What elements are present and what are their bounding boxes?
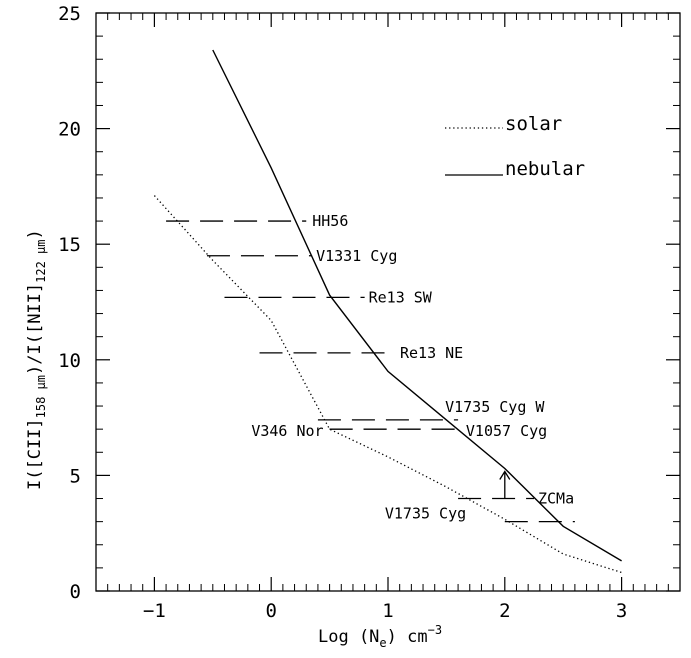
- x-tick-label: 1: [382, 600, 393, 622]
- x-tick-label: 0: [265, 600, 276, 622]
- axis-tick-labels: −1 0 1 2 3 0 5 10 15 20 25: [58, 3, 627, 622]
- series-nebular-line: [212, 49, 622, 562]
- y-axis-title-part1: I([CII]: [25, 418, 45, 490]
- legend-solar-label: solar: [505, 113, 562, 135]
- legend: solar nebular: [445, 113, 585, 180]
- y-tick-label: 15: [58, 234, 81, 256]
- x-tick-label: −1: [143, 600, 166, 622]
- y-tick-label: 0: [70, 581, 81, 603]
- x-axis-title-main: Log (N: [318, 627, 379, 647]
- series-layer: [153, 49, 622, 574]
- source-label-zcma: ZCMa: [538, 490, 574, 508]
- source-label-v1735-cyg-w: V1735 Cyg W: [445, 398, 545, 416]
- axis-ticks: [95, 12, 681, 592]
- series-solar-line: [153, 195, 622, 574]
- source-label-re13-ne: Re13 NE: [400, 344, 463, 362]
- source-label-re13-sw: Re13 SW: [369, 288, 433, 306]
- legend-nebular-label: nebular: [505, 158, 585, 180]
- y-tick-label: 25: [58, 3, 81, 25]
- y-tick-label: 20: [58, 119, 81, 141]
- y-axis-title-part2: )/I([NII]: [25, 283, 45, 375]
- source-label-v1331-cyg: V1331 Cyg: [316, 247, 397, 265]
- y-axis-title-sub1: 158 μm: [34, 375, 48, 418]
- source-label-hh56: HH56: [312, 212, 348, 230]
- x-axis-title: Log (Ne) cm−3: [318, 623, 442, 650]
- source-label-v1735-cyg: V1735 Cyg: [385, 505, 466, 523]
- x-tick-label: 2: [499, 600, 510, 622]
- y-axis-title: I([CII]158 μm)/I([NII]122 μm): [25, 229, 48, 490]
- y-axis-title-sub2: 122 μm: [34, 240, 48, 283]
- y-tick-label: 5: [70, 465, 81, 487]
- x-axis-title-sub: e: [379, 636, 386, 650]
- x-axis-title-sup: −3: [428, 623, 442, 637]
- x-axis-title-unit: ) cm: [387, 627, 428, 647]
- x-tick-label: 3: [616, 600, 627, 622]
- source-label-v346-nor: V346 Nor: [251, 422, 323, 440]
- upper-limit-arrow-head: [499, 470, 511, 480]
- y-axis-title-part3: ): [25, 229, 45, 239]
- source-layer: HH56 V1331 Cyg Re13 SW Re13 NE V1735 Cyg W V3…: [166, 212, 575, 523]
- y-tick-label: 10: [58, 350, 81, 372]
- source-label-v1057-cyg: V1057 Cyg: [466, 422, 547, 440]
